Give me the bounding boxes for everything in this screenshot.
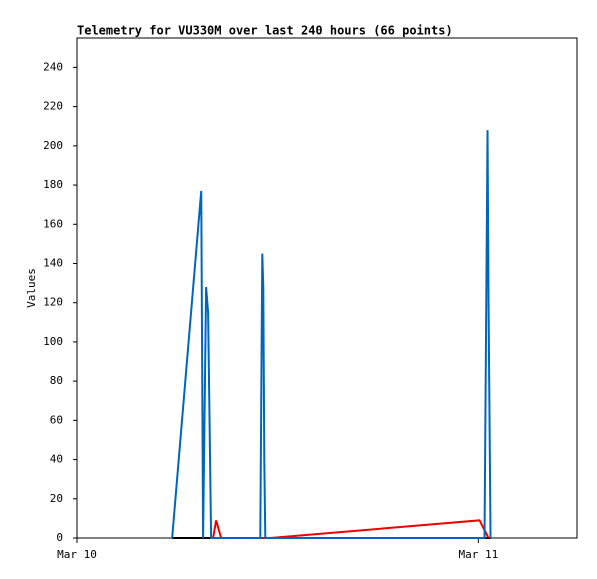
plot-area — [76, 37, 578, 539]
y-tick-label: 40 — [50, 453, 63, 466]
y-tick-label: 60 — [50, 413, 63, 426]
y-tick-label: 180 — [43, 178, 63, 191]
y-tick-label: 80 — [50, 374, 63, 387]
y-tick-label: 20 — [50, 492, 63, 505]
x-tick-label: Mar 11 — [458, 548, 498, 561]
y-tick-label: 0 — [56, 531, 63, 544]
x-tick-label: Mar 10 — [57, 548, 97, 561]
y-tick-label: 100 — [43, 335, 63, 348]
y-tick-label: 240 — [43, 60, 63, 73]
series-line — [171, 130, 492, 539]
series-line — [212, 519, 490, 539]
y-tick-label: 120 — [43, 296, 63, 309]
y-tick-label: 160 — [43, 217, 63, 230]
chart-title: Telemetry for VU330M over last 240 hours… — [77, 24, 453, 38]
y-tick-label: 200 — [43, 139, 63, 152]
y-axis-label: Values — [25, 268, 38, 308]
y-tick-label: 140 — [43, 256, 63, 269]
y-tick-label: 220 — [43, 100, 63, 113]
